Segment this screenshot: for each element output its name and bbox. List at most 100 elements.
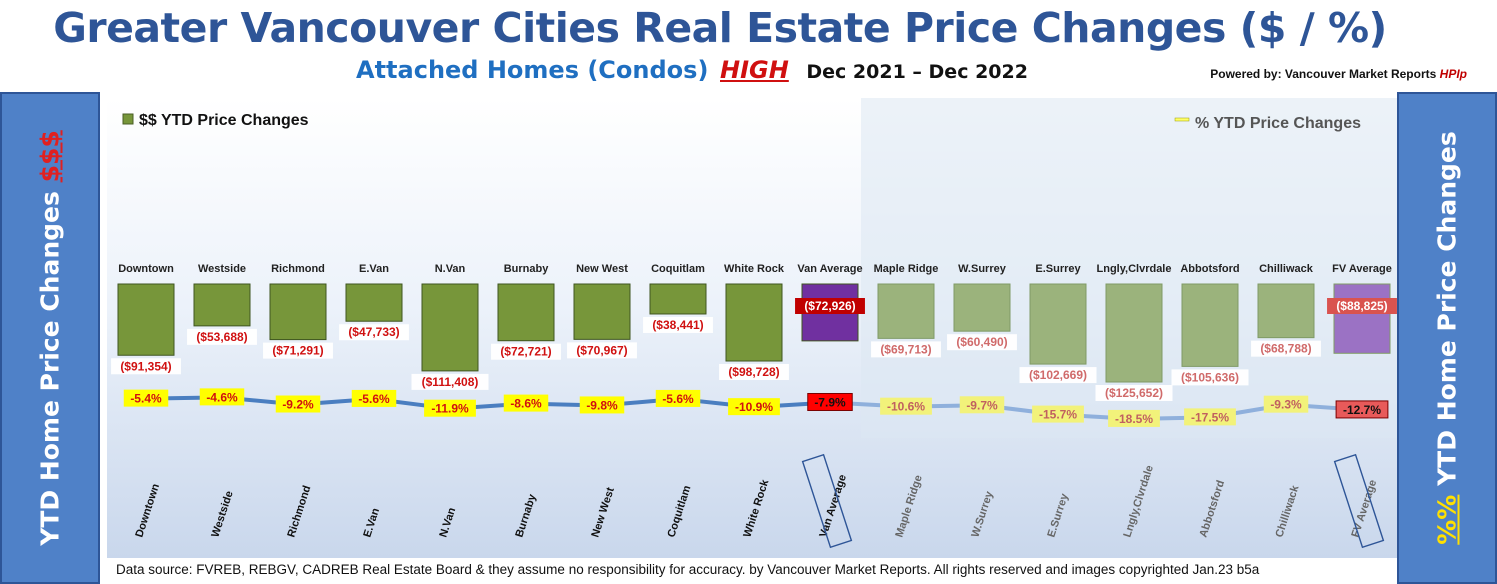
pct-label-box (1184, 408, 1236, 426)
dollar-label: ($72,721) (500, 345, 551, 359)
category-label-bottom: W.Surrey (969, 489, 995, 539)
dollar-label-box (491, 343, 561, 360)
category-label-top: Burnaby (504, 263, 550, 275)
period-label: Dec 2021 – Dec 2022 (806, 61, 1028, 83)
subtitle-line: Attached Homes (Condos) HIGH Dec 2021 – … (356, 56, 1028, 84)
pct-label-box (880, 397, 932, 415)
bar (1333, 283, 1391, 354)
dollar-label: ($53,688) (196, 330, 247, 344)
category-label-bottom: Richmond (285, 484, 313, 539)
category-label-top: Downtown (118, 263, 174, 275)
category-label-top: New West (576, 263, 628, 275)
category-label-top: Van Average (797, 263, 862, 275)
bar (953, 283, 1011, 332)
average-label-frame (801, 453, 853, 549)
right-side-panel: %% YTD Home Price Changes (1397, 92, 1497, 584)
pct-label-box (1032, 405, 1084, 423)
pct-label-box (1108, 409, 1160, 427)
dollar-label: ($98,728) (728, 365, 779, 379)
bar (573, 283, 631, 340)
dollar-label: ($102,669) (1029, 368, 1087, 382)
category-label-top: Lngly,Clvrdale (1097, 263, 1172, 275)
subtitle: Attached Homes (Condos) (356, 56, 709, 84)
category-label-bottom: Maple Ridge (893, 474, 924, 539)
category-label-top: FV Average (1332, 263, 1392, 275)
bar (1257, 283, 1315, 339)
dollar-label: ($71,291) (272, 344, 323, 358)
pct-label: -8.6% (510, 397, 542, 411)
dollar-label-box (567, 342, 637, 359)
category-label-bottom: Abbotsford (1197, 479, 1227, 539)
legend-bar-swatch (122, 113, 134, 125)
left-side-panel: YTD Home Price Changes $$$ (0, 92, 100, 584)
category-label-top: Chilliwack (1259, 263, 1314, 275)
bar (877, 283, 935, 339)
pct-label: -15.7% (1039, 408, 1077, 422)
bar (193, 283, 251, 327)
pct-label-box (579, 396, 625, 414)
pct-label: -9.2% (282, 398, 314, 412)
pct-label: -5.4% (130, 392, 162, 406)
dollar-label: ($68,788) (1260, 342, 1311, 356)
category-label-bottom: E.Surrey (1045, 491, 1071, 539)
category-label-top: Coquitlam (651, 263, 705, 275)
category-label-bottom: Downtown (133, 482, 162, 539)
highlight-high: HIGH (720, 56, 789, 84)
dollar-label-box (719, 364, 789, 381)
pct-label: -11.9% (431, 402, 469, 416)
dollar-label-box (947, 334, 1017, 351)
average-label-frame (1333, 453, 1385, 549)
bar (725, 283, 783, 362)
pct-label-box (959, 396, 1005, 414)
bar (1029, 283, 1087, 365)
pct-label: -9.7% (966, 398, 998, 412)
category-label-bottom: FV Average (1349, 478, 1379, 539)
dollar-label-box (411, 373, 489, 390)
left-side-label: YTD Home Price Changes (35, 191, 65, 546)
pct-label-box (807, 392, 853, 411)
pct-label: -10.9% (735, 400, 773, 414)
category-label-top: N.Van (435, 263, 466, 275)
category-label-top: W.Surrey (958, 263, 1007, 275)
pct-label-box (123, 389, 169, 407)
dollar-label: ($111,408) (422, 375, 479, 389)
category-label-bottom: Westside (209, 489, 235, 538)
dollar-label: ($125,652) (1105, 386, 1163, 400)
powered-by: Powered by: Vancouver Market Reports HPI… (1210, 67, 1467, 81)
pct-label: -12.7% (1343, 403, 1381, 417)
dollar-label-box (1019, 367, 1097, 384)
dollar-label-box (1327, 298, 1397, 314)
right-side-accent: %% (1432, 494, 1462, 545)
category-label-top: Maple Ridge (874, 263, 939, 275)
dollar-label-box (643, 316, 713, 333)
pct-label-box (503, 394, 549, 412)
dollar-label-box (1251, 340, 1321, 357)
pct-label: -9.3% (1270, 398, 1302, 412)
price-change-chart: $$ YTD Price Changes % YTD Price Changes D… (111, 98, 1397, 549)
pct-label-box (1335, 400, 1389, 419)
dollar-label: ($70,967) (576, 343, 627, 357)
category-label-bottom: Burnaby (513, 492, 538, 539)
pct-label-box (728, 398, 780, 416)
legend-bar-label: $$ YTD Price Changes (139, 112, 309, 129)
dollar-label: ($105,636) (1181, 370, 1239, 384)
pct-label-box (655, 389, 701, 407)
dollar-label: ($60,490) (956, 335, 1007, 349)
category-label-bottom: White Rock (741, 477, 771, 539)
pct-label-box (1263, 395, 1309, 413)
bar (1105, 283, 1163, 383)
legend-line-swatch (1174, 117, 1190, 122)
dollar-label: ($47,733) (348, 325, 399, 339)
bar (345, 283, 403, 322)
dollar-label-box (1171, 369, 1249, 386)
footer-source: Data source: FVREB, REBGV, CADREB Real E… (107, 558, 1397, 584)
pct-label: -18.5% (1115, 412, 1153, 426)
dollar-label-box (795, 298, 865, 314)
right-side-title: %% YTD Home Price Changes (1433, 131, 1462, 545)
category-label-top: Westside (198, 263, 246, 275)
pct-label: -4.6% (206, 390, 238, 404)
powered-by-text: Powered by: Vancouver Market Reports (1210, 67, 1437, 81)
bar (117, 283, 175, 356)
bar (269, 283, 327, 341)
category-label-top: Abbotsford (1180, 263, 1239, 275)
